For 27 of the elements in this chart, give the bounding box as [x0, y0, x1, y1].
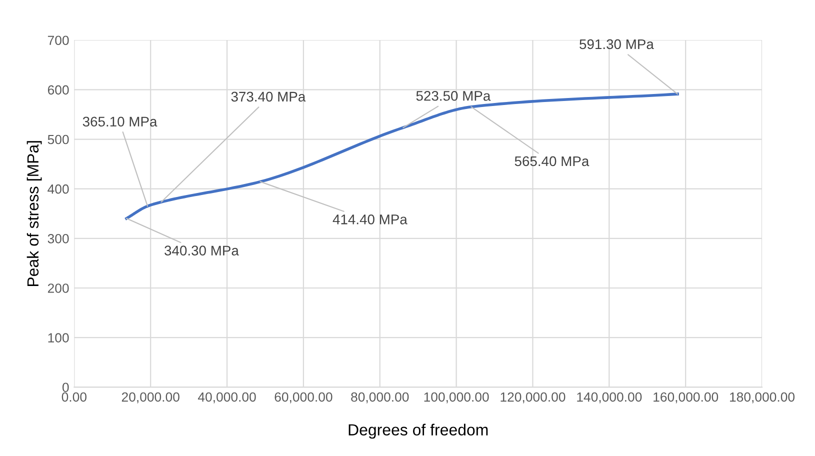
y-tick-label: 400 [48, 184, 69, 194]
annotation: 414.40 MPa [332, 214, 408, 224]
y-tick-label: 600 [48, 85, 69, 95]
x-tick-label: 20,000.00 [122, 392, 180, 404]
x-tick-label: 100,000.00 [424, 392, 489, 404]
y-tick-label: 300 [48, 234, 69, 244]
annotation: 523.50 MPa [416, 90, 491, 101]
x-tick-label: 60,000.00 [274, 392, 332, 404]
x-tick-label: 0.00 [62, 392, 86, 402]
y-axis-title: Peak of stress [MPa] [26, 141, 42, 286]
x-tick-label: 160,000.00 [654, 392, 718, 404]
y-tick-label: 0 [62, 382, 69, 392]
annotation: 565.40 MPa [514, 156, 590, 166]
y-tick-label: 100 [48, 333, 69, 342]
y-tick-label: 200 [48, 284, 69, 293]
annotation: 365.10 MPa [82, 116, 158, 127]
y-tick-label: 700 [48, 36, 69, 46]
x-tick-label: 120,000.00 [500, 392, 566, 404]
annotation: 591.30 MPa [580, 39, 654, 50]
x-tick-label: 140,000.00 [577, 392, 642, 404]
x-tick-label: 40,000.00 [198, 392, 256, 404]
annotation: 340.30 MPa [164, 246, 239, 256]
annotation: 373.40 MPa [231, 92, 306, 102]
y-tick-label: 500 [48, 134, 69, 144]
x-axis-title: Degrees of freedom [348, 424, 488, 439]
x-tick-label: 80,000.00 [351, 392, 409, 404]
x-tick-label: 180,000.00 [730, 392, 795, 404]
